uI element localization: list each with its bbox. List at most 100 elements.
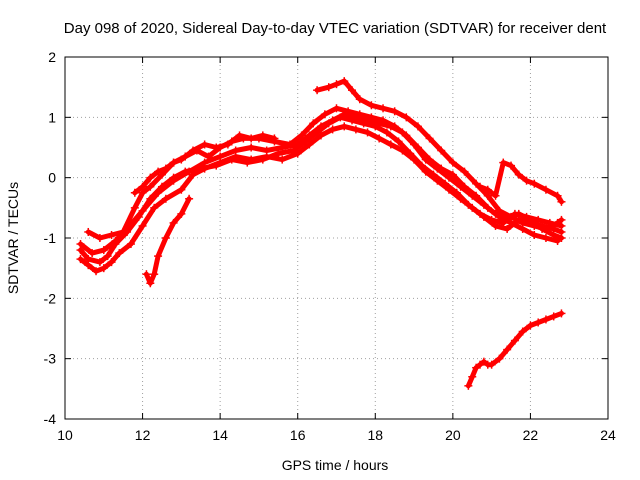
data-point bbox=[247, 143, 256, 152]
data-point bbox=[348, 86, 357, 95]
series-track-5 bbox=[130, 131, 279, 197]
data-point bbox=[448, 170, 457, 179]
y-axis-label: SDTVAR / TECUs bbox=[5, 182, 21, 294]
data-point bbox=[138, 206, 147, 215]
x-tick-label: 22 bbox=[523, 427, 539, 443]
y-tick-label: -3 bbox=[44, 351, 57, 367]
data-point bbox=[99, 246, 108, 255]
data-point bbox=[88, 249, 97, 258]
data-point bbox=[425, 134, 434, 143]
data-point bbox=[142, 270, 151, 279]
data-point bbox=[200, 140, 209, 149]
data-point bbox=[557, 215, 566, 224]
data-point bbox=[507, 212, 516, 221]
data-point bbox=[507, 161, 516, 170]
data-point bbox=[557, 309, 566, 318]
data-point bbox=[130, 203, 139, 212]
data-point bbox=[495, 354, 504, 363]
data-point bbox=[247, 134, 256, 143]
data-point bbox=[227, 155, 236, 164]
data-point bbox=[126, 240, 135, 249]
y-tick-label: -2 bbox=[44, 290, 57, 306]
data-point bbox=[530, 179, 539, 188]
data-point bbox=[328, 125, 337, 134]
data-point bbox=[379, 116, 388, 125]
y-tick-label: -4 bbox=[44, 411, 57, 427]
data-point bbox=[154, 252, 163, 261]
data-point bbox=[514, 170, 523, 179]
data-point bbox=[340, 77, 349, 86]
data-point bbox=[382, 128, 391, 137]
data-point bbox=[402, 113, 411, 122]
data-point bbox=[394, 137, 403, 146]
data-point bbox=[216, 152, 225, 161]
data-point bbox=[386, 140, 395, 149]
data-point bbox=[518, 327, 527, 336]
x-tick-label: 16 bbox=[290, 427, 306, 443]
data-point bbox=[476, 182, 485, 191]
data-point bbox=[522, 176, 531, 185]
data-point bbox=[379, 104, 388, 113]
data-point bbox=[518, 218, 527, 227]
data-point bbox=[448, 158, 457, 167]
x-axis-label: GPS time / hours bbox=[282, 457, 389, 473]
data-point bbox=[534, 215, 543, 224]
x-tick-label: 12 bbox=[135, 427, 151, 443]
data-point bbox=[541, 315, 550, 324]
data-point bbox=[146, 182, 155, 191]
data-point bbox=[344, 107, 353, 116]
y-tick-labels: -4 -3 -2 -1 0 1 2 bbox=[44, 49, 57, 427]
data-point bbox=[499, 158, 508, 167]
data-point bbox=[169, 158, 178, 167]
data-point bbox=[413, 122, 422, 131]
data-point bbox=[483, 185, 492, 194]
data-point bbox=[437, 146, 446, 155]
series-track-6 bbox=[142, 194, 194, 288]
series-line bbox=[465, 310, 564, 389]
data-point bbox=[340, 122, 349, 131]
data-point bbox=[328, 116, 337, 125]
data-point bbox=[270, 134, 279, 143]
data-point bbox=[95, 234, 104, 242]
data-point bbox=[138, 182, 147, 191]
data-point bbox=[258, 131, 267, 140]
data-point bbox=[553, 191, 562, 200]
series-track-9 bbox=[464, 309, 566, 390]
data-point bbox=[503, 224, 512, 233]
data-point bbox=[231, 146, 240, 155]
data-point bbox=[185, 194, 194, 203]
data-point bbox=[425, 155, 434, 164]
data-point bbox=[305, 131, 314, 140]
data-point bbox=[138, 221, 147, 230]
data-point bbox=[119, 227, 128, 236]
data-point bbox=[99, 264, 108, 273]
data-point bbox=[285, 140, 294, 149]
data-point bbox=[375, 134, 384, 143]
data-point bbox=[258, 155, 267, 164]
y-tick-label: 2 bbox=[48, 49, 56, 65]
x-tick-labels: 10 12 14 16 18 20 22 24 bbox=[57, 427, 616, 443]
data-point bbox=[487, 360, 496, 369]
data-point bbox=[154, 188, 163, 197]
data-point bbox=[274, 149, 283, 158]
y-tick-label: -1 bbox=[44, 230, 57, 246]
data-point bbox=[324, 83, 333, 92]
data-point bbox=[553, 237, 562, 246]
data-point bbox=[243, 158, 252, 167]
data-point bbox=[76, 240, 85, 249]
data-point bbox=[169, 176, 178, 185]
data-point bbox=[111, 237, 120, 246]
data-point bbox=[115, 249, 124, 258]
data-point bbox=[406, 149, 415, 158]
y-tick-label: 0 bbox=[48, 170, 56, 186]
data-point bbox=[468, 372, 477, 381]
data-point bbox=[541, 234, 550, 242]
data-point bbox=[452, 188, 461, 197]
data-point bbox=[177, 209, 186, 218]
data-point bbox=[429, 170, 438, 179]
data-point bbox=[177, 185, 186, 194]
series-line bbox=[314, 78, 564, 232]
data-point bbox=[169, 218, 178, 227]
data-point bbox=[130, 188, 139, 197]
